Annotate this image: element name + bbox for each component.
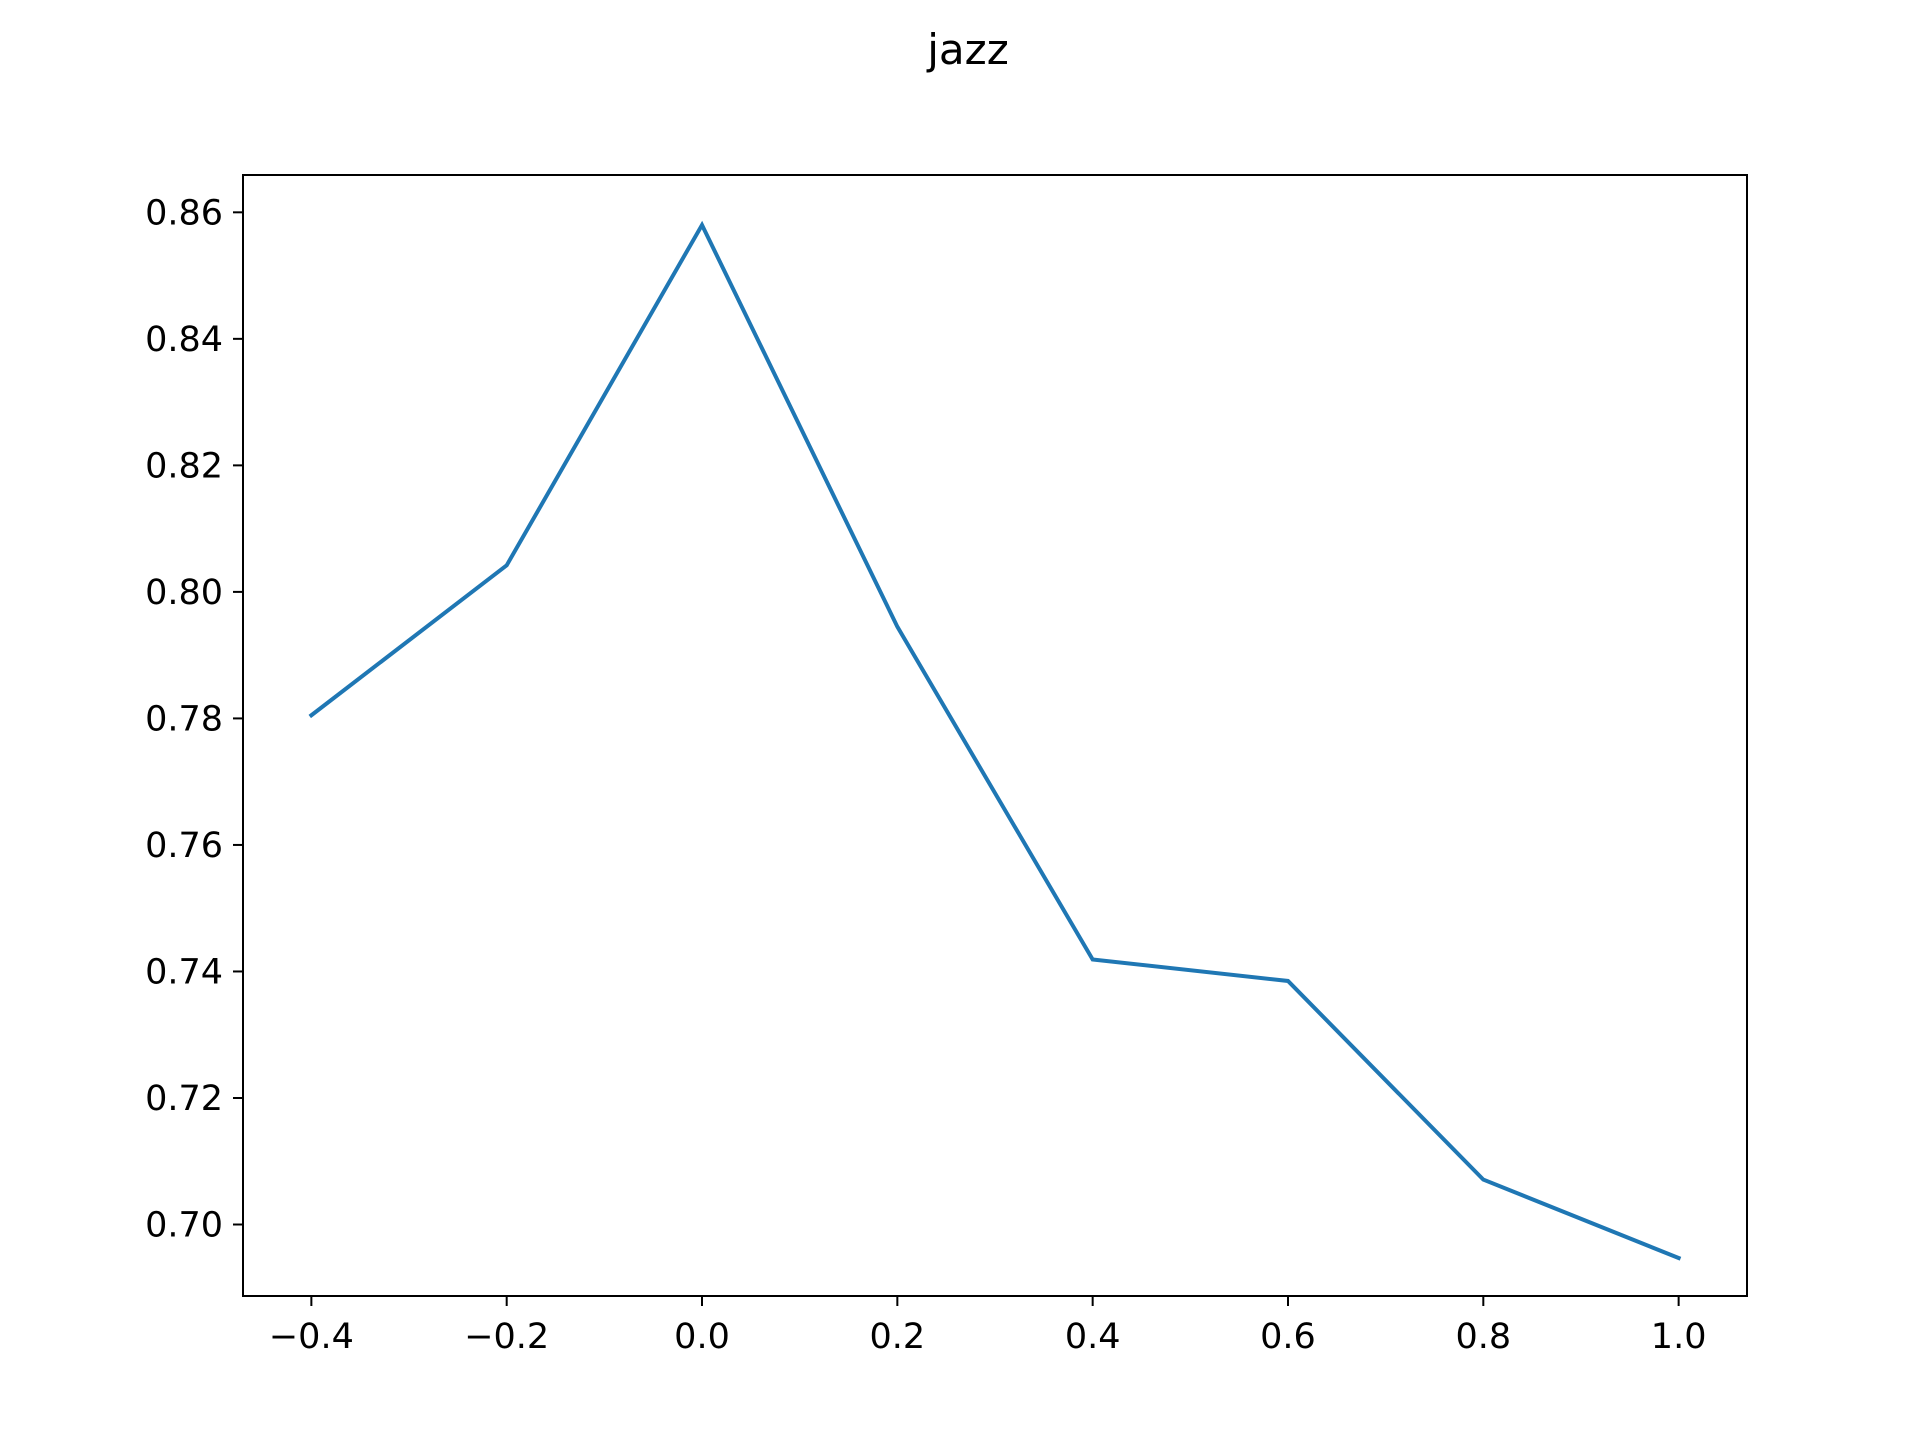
x-tick-label: 0.0 xyxy=(674,1317,730,1357)
y-tick-label: 0.70 xyxy=(145,1206,223,1246)
y-tick-label: 0.80 xyxy=(145,573,223,613)
x-tick-label: 0.6 xyxy=(1260,1317,1316,1357)
y-tick-label: 0.74 xyxy=(145,952,223,992)
y-tick-label: 0.82 xyxy=(145,446,223,486)
plot-area: −0.4 −0.2 0.0 0.2 0.4 0.6 0.8 1.0 0.70 0.72 0.74 0.… xyxy=(145,174,1748,1357)
y-tick-label: 0.78 xyxy=(145,699,223,739)
y-tick-label: 0.86 xyxy=(145,193,223,233)
x-tick-label: 0.4 xyxy=(1065,1317,1121,1357)
y-tick-label: 0.72 xyxy=(145,1079,223,1119)
x-tick-label: −0.4 xyxy=(269,1317,354,1357)
y-tick-label: 0.76 xyxy=(145,826,223,866)
y-tick-label: 0.84 xyxy=(145,320,223,360)
x-tick-label: −0.2 xyxy=(464,1317,549,1357)
x-tick-label: 0.8 xyxy=(1455,1317,1511,1357)
series-line-0 xyxy=(308,220,1682,1261)
x-tick-label: 1.0 xyxy=(1651,1317,1707,1357)
axes-frame xyxy=(242,174,1748,1297)
x-tick-label: 0.2 xyxy=(870,1317,926,1357)
chart-title: jazz xyxy=(926,25,1009,74)
